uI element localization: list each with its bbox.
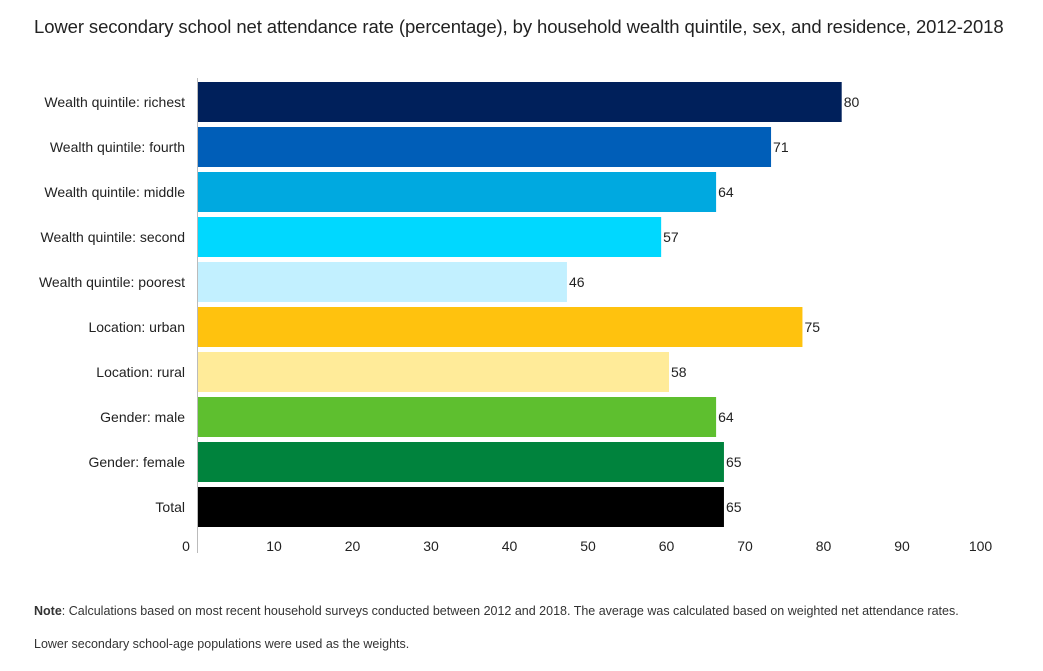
data-label-wealth-quintile-second: 57 [663,229,679,245]
category-label-wealth-quintile-second: Wealth quintile: second [41,229,186,245]
x-tick-label-100: 100 [969,538,993,554]
category-label-location-urban: Location: urban [88,319,185,335]
category-label-gender-male: Gender: male [100,409,185,425]
category-label-wealth-quintile-middle: Wealth quintile: middle [44,184,185,200]
bar-gender-male [198,397,717,437]
x-tick-label-20: 20 [345,538,361,554]
category-label-wealth-quintile-fourth: Wealth quintile: fourth [50,139,185,155]
bar-wealth-quintile-richest [198,82,842,122]
x-tick-label-40: 40 [502,538,518,554]
chart-note: Note: Calculations based on most recent … [34,604,959,618]
note-label: Note [34,604,62,618]
category-label-total: Total [155,499,185,515]
x-tick-label-50: 50 [580,538,596,554]
bar-total [198,487,724,527]
data-label-wealth-quintile-fourth: 71 [773,139,789,155]
bar-wealth-quintile-poorest [198,262,567,302]
x-tick-label-60: 60 [659,538,675,554]
bars-layer [198,82,842,527]
x-tick-label-90: 90 [894,538,910,554]
data-label-wealth-quintile-richest: 80 [844,94,860,110]
data-labels-layer: 80 71 64 57 46 75 58 64 65 65 [569,94,860,515]
bar-chart: Wealth quintile: richest Wealth quintile:… [39,78,992,554]
data-label-gender-female: 65 [726,454,742,470]
category-label-wealth-quintile-richest: Wealth quintile: richest [44,94,185,110]
x-tick-label-80: 80 [816,538,832,554]
chart-note-weights: Lower secondary school-age populations w… [34,637,410,651]
x-tick-label-0: 0 [182,538,190,554]
category-label-location-rural: Location: rural [96,364,185,380]
bar-gender-female [198,442,724,482]
data-label-wealth-quintile-poorest: 46 [569,274,585,290]
category-label-gender-female: Gender: female [89,454,186,470]
x-tick-label-70: 70 [737,538,753,554]
x-axis-ticks-layer: 0 10 20 30 40 50 60 70 80 90 100 [182,538,992,554]
bar-location-rural [198,352,669,392]
data-label-wealth-quintile-middle: 64 [718,184,734,200]
category-labels-layer: Wealth quintile: richest Wealth quintile:… [39,94,185,515]
data-label-location-rural: 58 [671,364,687,380]
bar-wealth-quintile-fourth [198,127,772,167]
note-text: : Calculations based on most recent hous… [61,604,959,618]
data-label-gender-male: 64 [718,409,734,425]
data-label-location-urban: 75 [804,319,820,335]
chart-title: Lower secondary school net attendance ra… [34,16,1004,37]
bar-wealth-quintile-second [198,217,662,257]
x-tick-label-10: 10 [266,538,282,554]
bar-wealth-quintile-middle [198,172,717,212]
data-label-total: 65 [726,499,742,515]
bar-location-urban [198,307,803,347]
x-tick-label-30: 30 [423,538,439,554]
category-label-wealth-quintile-poorest: Wealth quintile: poorest [39,274,185,290]
